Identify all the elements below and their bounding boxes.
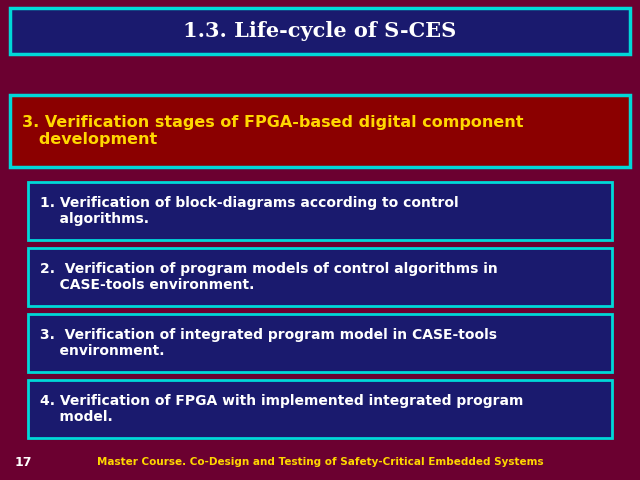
Text: 17: 17 — [15, 456, 33, 468]
Text: 1. Verification of block-diagrams according to control
    algorithms.: 1. Verification of block-diagrams accord… — [40, 196, 459, 226]
FancyBboxPatch shape — [10, 8, 630, 54]
FancyBboxPatch shape — [28, 380, 612, 438]
Text: 3.  Verification of integrated program model in CASE-tools
    environment.: 3. Verification of integrated program mo… — [40, 328, 497, 358]
Text: Master Course. Co-Design and Testing of Safety-Critical Embedded Systems: Master Course. Co-Design and Testing of … — [97, 457, 543, 467]
Text: 3. Verification stages of FPGA-based digital component
   development: 3. Verification stages of FPGA-based dig… — [22, 115, 524, 147]
FancyBboxPatch shape — [28, 314, 612, 372]
Text: 1.3. Life-cycle of S-CES: 1.3. Life-cycle of S-CES — [184, 21, 456, 41]
FancyBboxPatch shape — [28, 248, 612, 306]
Text: 2.  Verification of program models of control algorithms in
    CASE-tools envir: 2. Verification of program models of con… — [40, 262, 498, 292]
Text: 4. Verification of FPGA with implemented integrated program
    model.: 4. Verification of FPGA with implemented… — [40, 394, 524, 424]
FancyBboxPatch shape — [10, 95, 630, 167]
FancyBboxPatch shape — [28, 182, 612, 240]
